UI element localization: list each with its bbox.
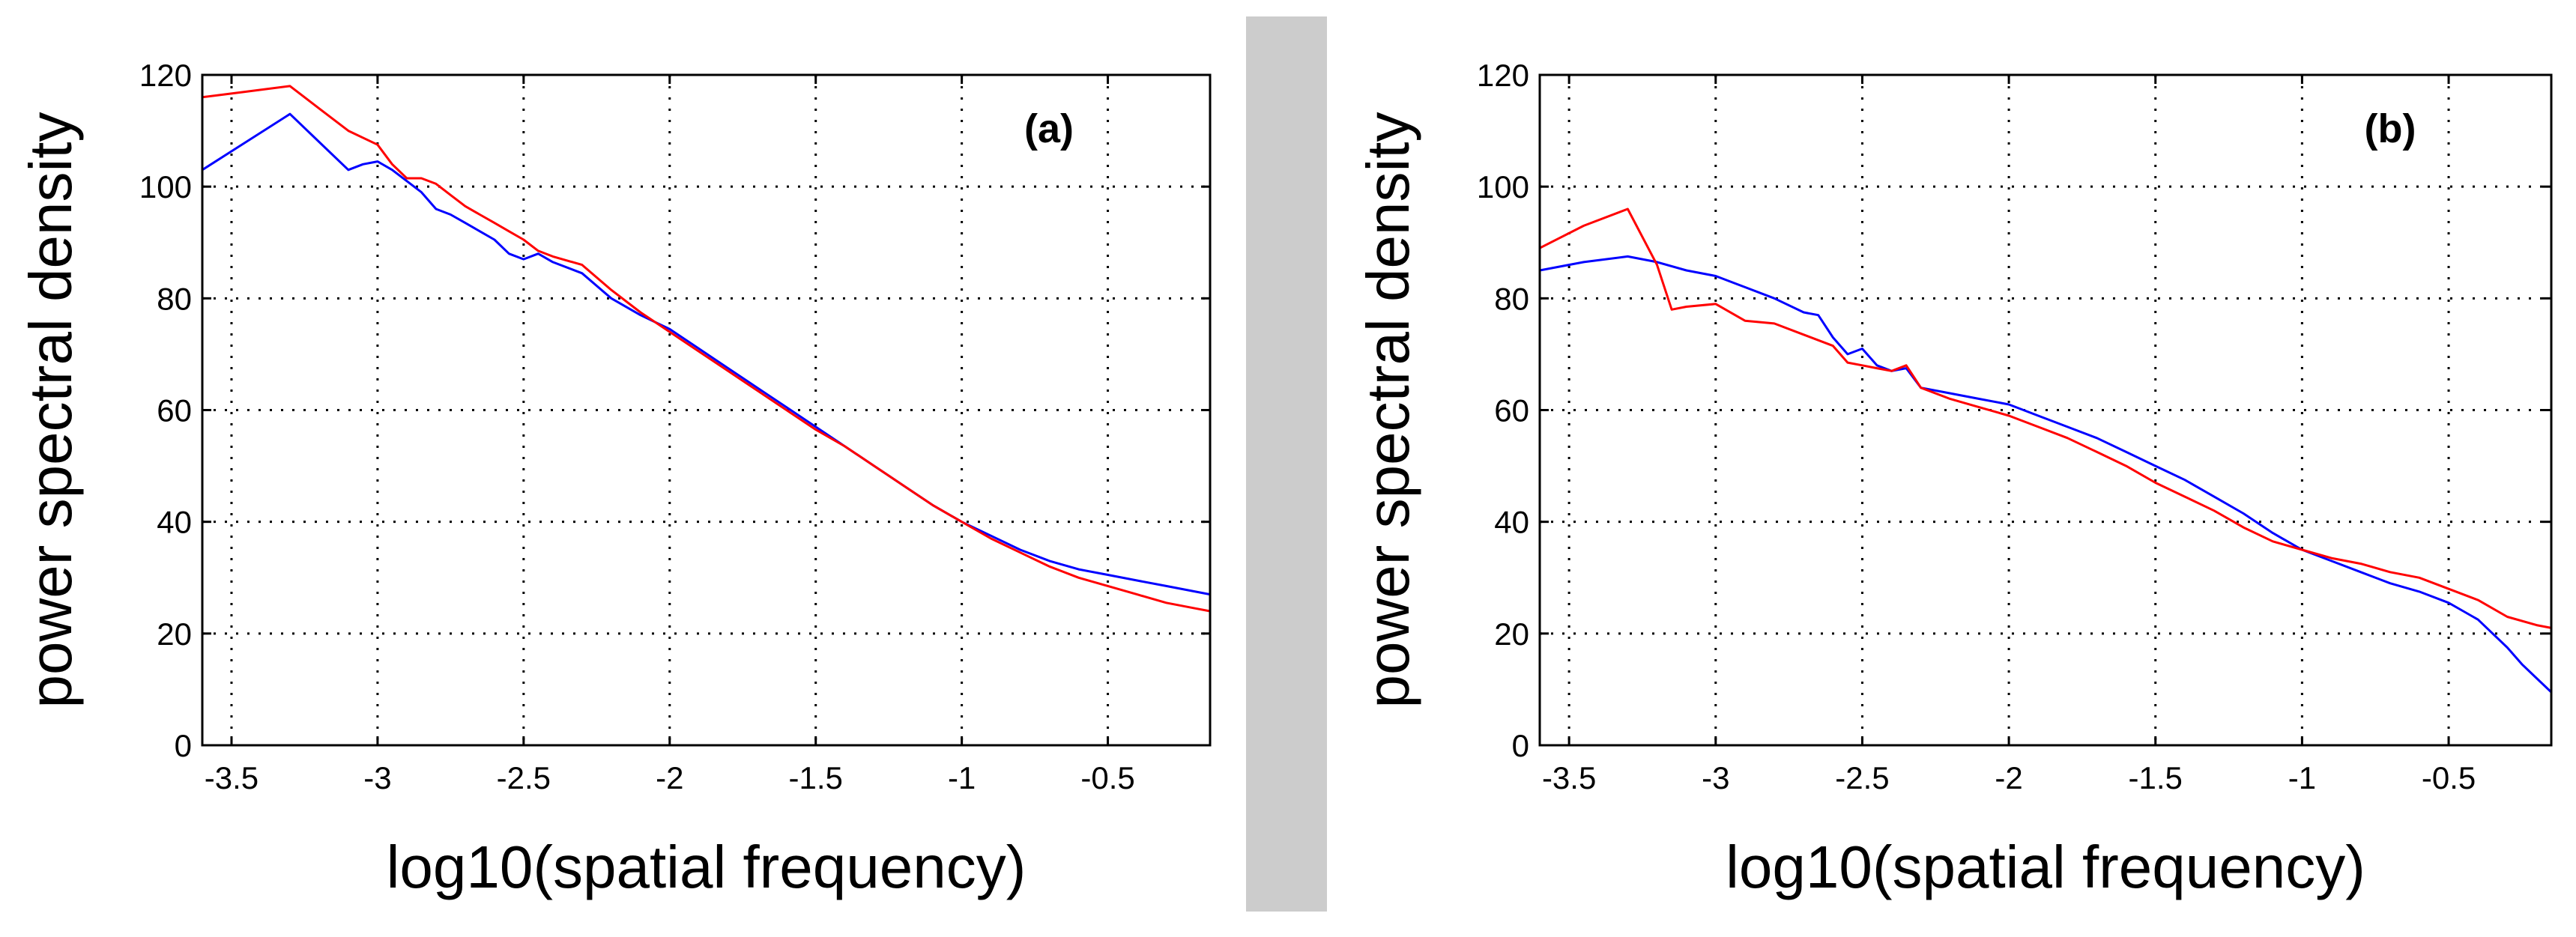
y-tick-labels: 0 20 40 60 80 100 120 [139, 58, 192, 763]
series-line-blue [202, 112, 1211, 596]
y-tick-label: 40 [157, 505, 192, 540]
x-tick-label: -1.5 [789, 760, 843, 795]
panel-label: (a) [1024, 106, 1074, 151]
x-tick-label: -1.5 [2129, 760, 2183, 795]
x-tick-label: -3 [1702, 760, 1729, 795]
x-tick-label: -2 [1995, 760, 2022, 795]
series-lines [1539, 207, 2553, 694]
y-tick-label: 60 [157, 393, 192, 428]
series-lines [202, 85, 1211, 613]
x-tick-label: -1 [948, 760, 976, 795]
x-tick-label: -0.5 [2422, 760, 2476, 795]
x-tick-labels: -3.5 -3 -2.5 -2 -1.5 -1 -0.5 [205, 760, 1135, 795]
plot-frame [201, 73, 1212, 747]
x-tick-label: -2.5 [497, 760, 551, 795]
y-tick-label: 0 [175, 728, 192, 763]
panel-divider [1246, 16, 1327, 912]
y-tick-label: 80 [157, 281, 192, 316]
panel-label: (b) [2365, 106, 2416, 151]
x-tick-label: -2.5 [1835, 760, 1889, 795]
y-axis-title: power spectral density [1355, 112, 1421, 709]
x-tick-label: -3 [363, 760, 391, 795]
x-axis-title: log10(spatial frequency) [387, 834, 1027, 900]
x-tick-labels: -3.5 -3 -2.5 -2 -1.5 -1 -0.5 [1542, 760, 2476, 795]
y-tick-label: 40 [1494, 505, 1529, 540]
y-tick-label: 100 [139, 169, 192, 204]
chart-panel-a: -3.5 -3 -2.5 -2 -1.5 -1 -0.5 0 20 40 60 … [17, 58, 1212, 900]
y-tick-label: 20 [1494, 616, 1529, 652]
chart-panel-b: -3.5 -3 -2.5 -2 -1.5 -1 -0.5 0 20 40 60 … [1355, 58, 2553, 900]
y-tick-labels: 0 20 40 60 80 100 120 [1477, 58, 1529, 763]
y-tick-label: 60 [1494, 393, 1529, 428]
series-line-blue [1539, 255, 2553, 694]
grid-lines [1540, 75, 2551, 745]
tick-marks [1540, 73, 2551, 747]
series-line-red [1539, 207, 2552, 629]
y-tick-label: 120 [139, 58, 192, 93]
x-tick-label: -3.5 [1542, 760, 1596, 795]
y-tick-label: 0 [1512, 728, 1529, 763]
x-tick-label: -3.5 [205, 760, 258, 795]
series-line-red [202, 85, 1211, 613]
y-tick-label: 120 [1477, 58, 1529, 93]
y-tick-label: 20 [157, 616, 192, 652]
y-tick-label: 100 [1477, 169, 1529, 204]
grid-lines [202, 75, 1210, 745]
x-tick-label: -0.5 [1080, 760, 1134, 795]
y-axis-title: power spectral density [17, 112, 84, 709]
tick-marks [202, 73, 1210, 747]
x-tick-label: -2 [656, 760, 683, 795]
x-axis-title: log10(spatial frequency) [1726, 834, 2365, 900]
x-tick-label: -1 [2288, 760, 2316, 795]
y-tick-label: 80 [1494, 281, 1529, 316]
